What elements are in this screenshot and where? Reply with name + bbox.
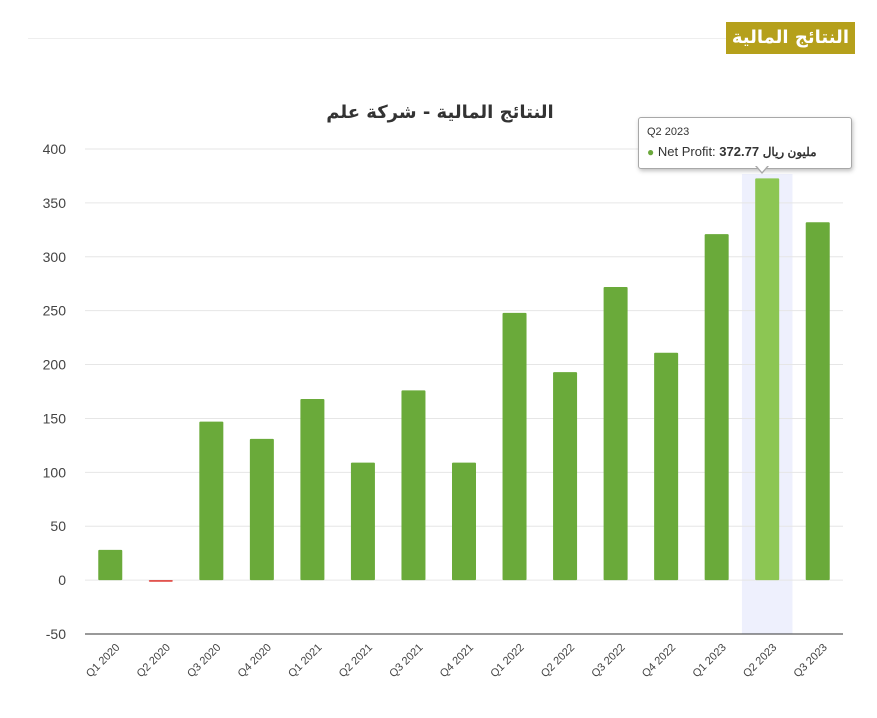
bar[interactable] <box>603 286 628 581</box>
y-tick-label: 50 <box>50 518 66 534</box>
x-tick-label: Q1 2020 <box>84 642 122 680</box>
chart-title: النتائج المالية - شركة علم <box>326 102 553 123</box>
bar[interactable] <box>350 462 375 581</box>
x-tick-label: Q4 2022 <box>640 642 678 680</box>
bar[interactable] <box>249 438 274 581</box>
x-tick-label: Q3 2020 <box>185 642 223 680</box>
y-tick-label: 150 <box>43 410 67 426</box>
y-tick-label: -50 <box>46 626 66 642</box>
bar[interactable] <box>199 421 224 581</box>
series-dot-icon: ● <box>647 145 655 159</box>
x-tick-label: Q2 2021 <box>337 642 375 680</box>
bar[interactable] <box>148 580 173 582</box>
bar[interactable] <box>755 178 780 581</box>
chart-tooltip: Q2 2023 ● Net Profit: 372.77 مليون ريال <box>638 117 852 169</box>
bar[interactable] <box>704 234 729 581</box>
tooltip-category: Q2 2023 <box>647 126 690 138</box>
x-tick-label: Q3 2021 <box>387 642 425 680</box>
bar[interactable] <box>553 372 578 581</box>
y-tick-label: 400 <box>43 141 67 157</box>
section-badge: النتائج المالية <box>725 22 855 54</box>
x-tick-label: Q1 2022 <box>488 642 526 680</box>
x-tick-label: Q2 2020 <box>135 642 173 680</box>
x-tick-label: Q3 2022 <box>589 642 627 680</box>
x-tick-label: Q1 2023 <box>690 642 728 680</box>
bar[interactable] <box>401 390 426 581</box>
bar[interactable] <box>654 352 679 581</box>
bar[interactable] <box>452 462 476 581</box>
bar[interactable] <box>805 222 830 581</box>
y-tick-label: 200 <box>43 357 67 373</box>
y-tick-label: 100 <box>43 464 67 480</box>
y-tick-label: 350 <box>43 195 67 211</box>
y-tick-label: 250 <box>43 303 67 319</box>
x-tick-label: Q4 2021 <box>438 642 476 680</box>
tooltip-series-label: Net Profit: <box>657 144 716 159</box>
tooltip-unit: مليون ريال <box>762 145 817 159</box>
bar[interactable] <box>300 399 325 581</box>
x-tick-label: Q4 2020 <box>236 642 274 680</box>
y-tick-label: 300 <box>43 249 67 265</box>
x-tick-label: Q2 2022 <box>539 642 577 680</box>
header-divider <box>28 38 728 39</box>
x-tick-label: Q3 2023 <box>792 642 830 680</box>
x-tick-label: Q1 2021 <box>286 642 324 680</box>
bar[interactable] <box>502 312 527 581</box>
y-tick-label: 0 <box>58 572 66 588</box>
tooltip-value: 372.77 <box>719 144 760 159</box>
tooltip-pointer-fill <box>756 165 768 172</box>
bar[interactable] <box>98 549 123 581</box>
x-tick-label: Q2 2023 <box>741 642 779 680</box>
